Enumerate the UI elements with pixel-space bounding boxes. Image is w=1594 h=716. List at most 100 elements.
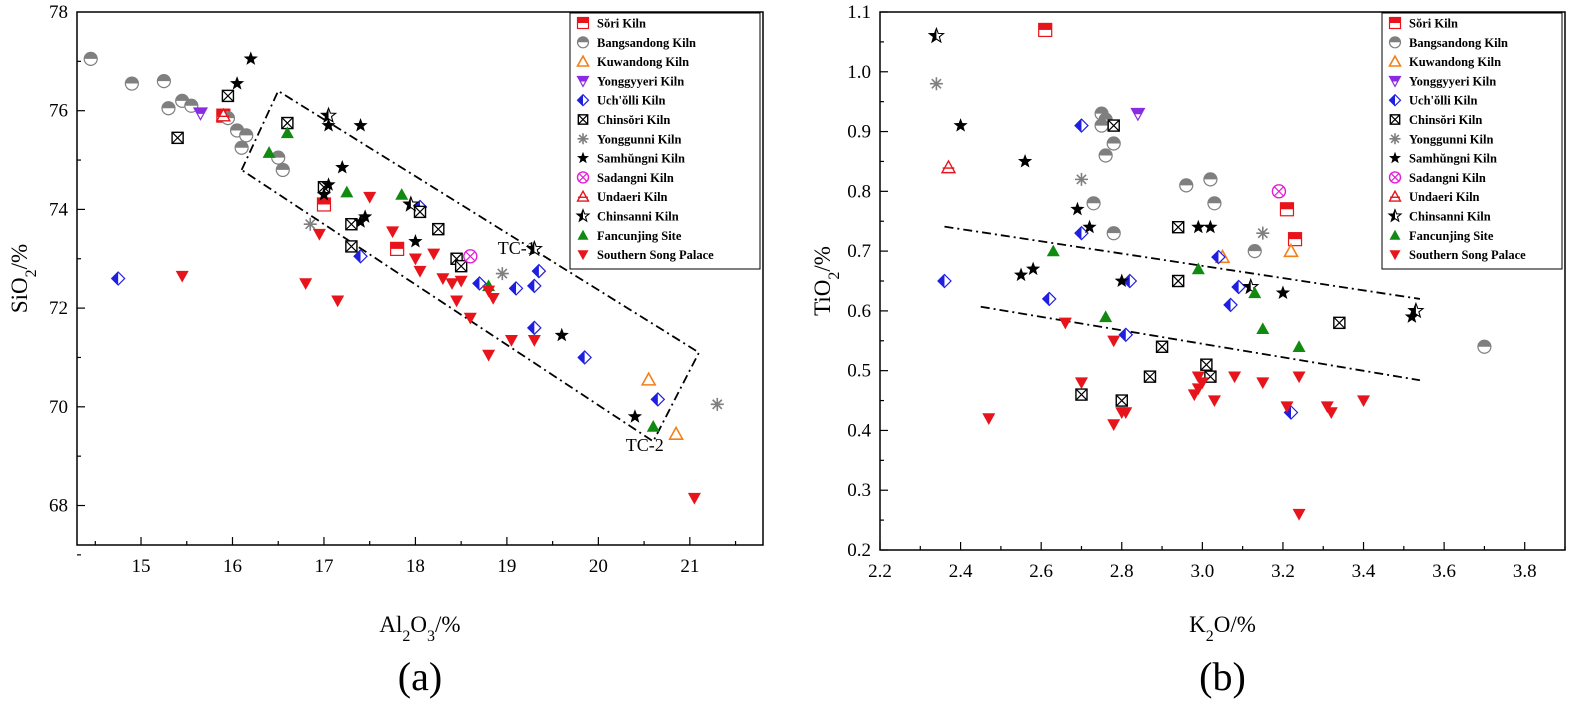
legend-label: Sadangni Kiln (1409, 171, 1486, 185)
legend-marker (1388, 54, 1402, 67)
series-bangsandong (83, 51, 290, 178)
legend-item-sori: Sŏri Kiln (576, 17, 646, 31)
data-point (402, 195, 420, 212)
data-point (1211, 249, 1226, 265)
panel-b-chart: 2.2 2.4 2.6 2.8 3.0 3.2 3.4 3.6 3.8 0.2 0.3 0.4 0.5 0… (810, 2, 1566, 699)
legend-marker (1388, 16, 1402, 30)
series-chinsanni (927, 26, 1425, 319)
legend-marker (576, 93, 590, 107)
data-point (331, 295, 345, 308)
data-point (1118, 327, 1134, 343)
legend-marker (1387, 208, 1403, 223)
data-point (1280, 401, 1294, 414)
legend-label: Chinsanni Kiln (1409, 210, 1491, 224)
data-point (640, 371, 657, 386)
data-point (937, 273, 952, 289)
data-point (454, 259, 468, 273)
data-point (940, 159, 957, 174)
y-tick-label: 0.6 (847, 301, 871, 322)
x-tick-label: 3.8 (1513, 561, 1537, 582)
data-point (1107, 119, 1120, 132)
data-point (1320, 401, 1334, 414)
x-axis-title: Al2O3/% (379, 612, 460, 645)
legend-marker (1388, 171, 1402, 184)
data-point (627, 409, 643, 423)
legend-item-ucholli: Uch'ŏlli Kiln (1388, 94, 1477, 108)
x-axis-title: K2O/% (1189, 612, 1256, 645)
x-tick-label: 19 (497, 556, 516, 577)
series-kuwandong (640, 371, 684, 440)
data-point (345, 240, 358, 253)
data-point (1256, 226, 1270, 240)
legend-label: Samhŭngni Kiln (597, 152, 685, 166)
legend-label: Fancunjing Site (597, 229, 682, 243)
data-point (463, 249, 478, 264)
y-tick-label: 0.2 (847, 540, 871, 561)
legend-label: Southern Song Palace (597, 248, 714, 262)
data-point (1256, 322, 1270, 335)
series-samhungni (953, 118, 1419, 323)
data-point (1171, 220, 1185, 234)
legend-item-southernsong: Southern Song Palace (577, 248, 714, 262)
legend-label: Southern Song Palace (1409, 248, 1526, 262)
data-point (83, 51, 98, 66)
series-southernsong (175, 191, 701, 505)
data-point (1107, 335, 1121, 348)
legend-label: Yonggyyeri Kiln (1409, 74, 1496, 88)
data-point (316, 187, 332, 201)
data-point (1074, 225, 1089, 241)
data-point (280, 126, 294, 139)
trend-line (980, 305, 1421, 382)
legend-marker (1388, 75, 1402, 88)
data-point (1287, 232, 1303, 247)
legend-item-undaeri: Undaeri Kiln (576, 189, 668, 204)
legend-item-yonggunni: Yonggunni Kiln (577, 132, 681, 146)
panel-label: (b) (1199, 654, 1246, 699)
data-point (234, 140, 249, 155)
data-point (321, 177, 336, 191)
series-undaeri (940, 159, 957, 174)
legend-item-chinsanni: Chinsanni Kiln (575, 208, 679, 224)
data-point (1275, 285, 1291, 300)
data-point (1223, 297, 1238, 313)
data-point (482, 285, 496, 298)
x-tick-label: 2.6 (1029, 561, 1053, 582)
legend-label: Fancunjing Site (1409, 229, 1494, 243)
legend-item-chinsanni: Chinsanni Kiln (1387, 208, 1491, 224)
y-tick-label: 0.7 (847, 241, 871, 262)
legend-label: Chinsŏri Kiln (597, 113, 670, 127)
series-undaeri (215, 107, 232, 122)
data-point (1357, 395, 1371, 408)
data-point (1074, 172, 1088, 186)
legend-marker (1389, 250, 1401, 261)
series-fancunjing (1046, 244, 1306, 352)
data-point (1191, 262, 1205, 275)
data-point (1082, 219, 1097, 234)
data-point (353, 248, 368, 264)
data-point (454, 275, 468, 288)
data-point (526, 278, 542, 294)
data-point (386, 226, 400, 239)
legend-marker (577, 250, 589, 261)
legend-marker (1388, 36, 1402, 49)
data-point (1191, 371, 1205, 384)
data-point (526, 320, 542, 336)
data-point (1203, 219, 1218, 234)
legend-marker (1389, 114, 1401, 125)
legend-label: Kuwandong Kiln (597, 55, 689, 69)
legend-item-sadangni: Sadangni Kiln (576, 171, 674, 185)
data-point (215, 107, 232, 122)
legend-item-yonggunni: Yonggunni Kiln (1389, 132, 1493, 146)
data-point (171, 131, 184, 145)
data-point (710, 397, 724, 411)
data-point (262, 146, 276, 158)
legend-label: Chinsanni Kiln (597, 210, 679, 224)
series-yonggunni (303, 217, 724, 411)
x-tick-label: 18 (406, 556, 425, 577)
legend-marker (577, 229, 589, 240)
data-point (1407, 301, 1425, 319)
data-point (161, 101, 176, 116)
data-point (1046, 244, 1060, 257)
data-point (1191, 219, 1206, 234)
